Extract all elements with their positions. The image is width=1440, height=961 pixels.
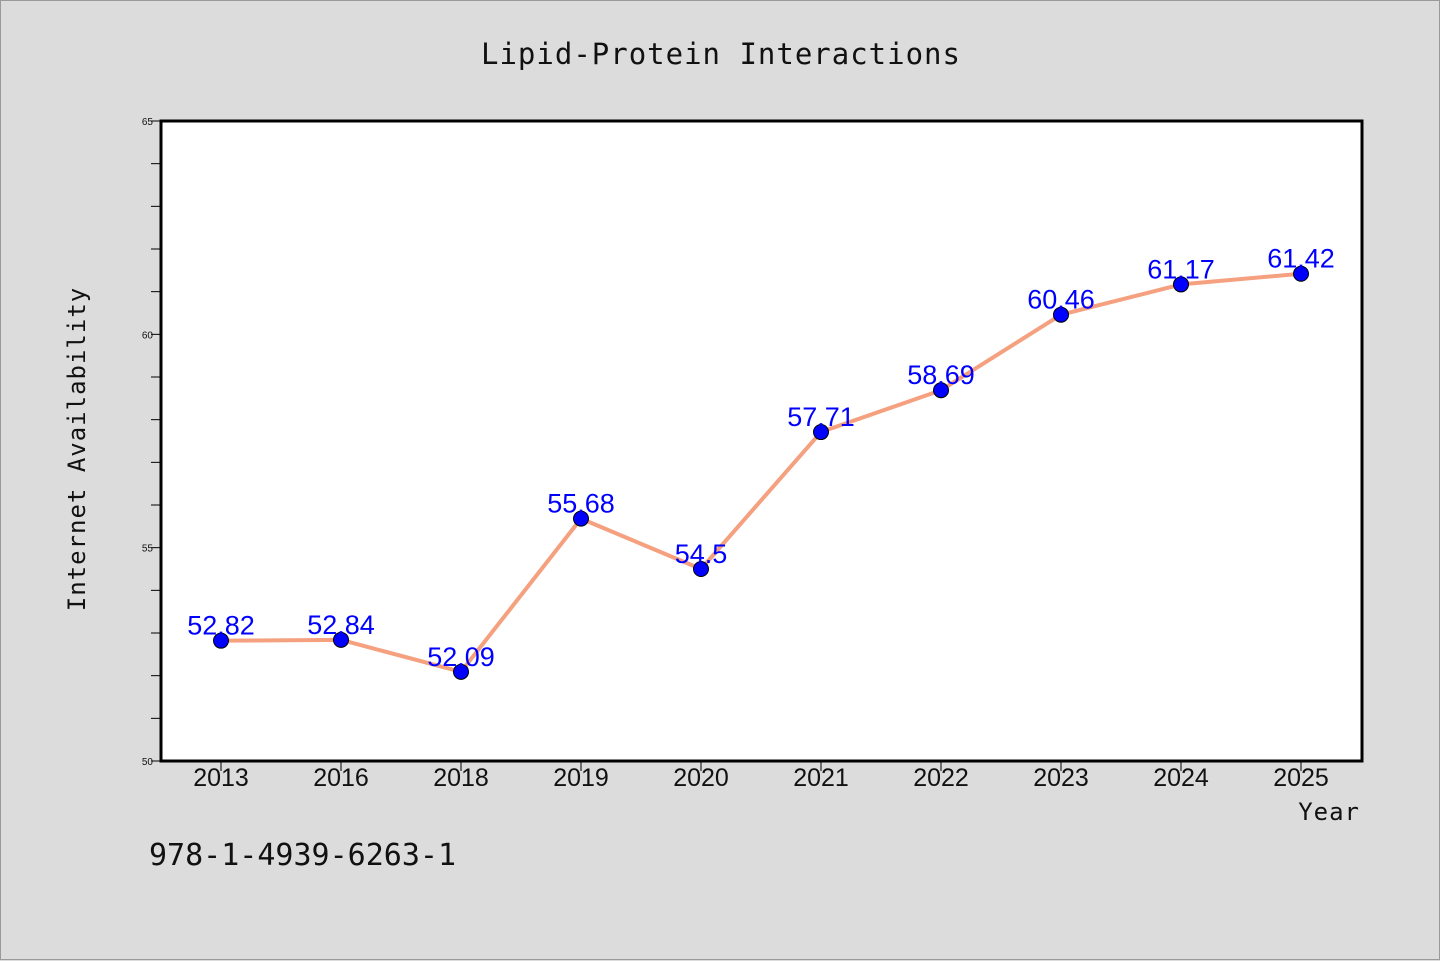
data-point xyxy=(453,663,469,680)
series-marker-group xyxy=(213,265,1309,680)
y-tick-label: 50 xyxy=(142,757,154,768)
y-axis: 50 55 60 65 xyxy=(142,117,161,768)
x-tick-label: 2018 xyxy=(433,764,489,792)
data-point xyxy=(813,424,829,441)
data-label: 61.42 xyxy=(1267,244,1335,274)
data-label: 52.09 xyxy=(427,642,495,672)
plot-area xyxy=(159,119,1364,763)
x-tick-label: 2013 xyxy=(193,764,249,792)
x-axis-label: Year xyxy=(1298,798,1360,826)
data-label: 55.68 xyxy=(547,489,615,519)
series-line xyxy=(219,271,1303,674)
x-tick-label: 2025 xyxy=(1273,764,1329,792)
footnote-isbn: 978-1-4939-6263-1 xyxy=(149,838,456,873)
x-tick-label: 2022 xyxy=(913,764,969,792)
x-axis: 2013 2016 2018 2019 2020 2021 2022 2023 2024 2025 xyxy=(193,761,1329,792)
data-point xyxy=(573,510,589,527)
data-point xyxy=(693,561,709,577)
x-tick-label: 2021 xyxy=(793,764,849,792)
data-label: 54.5 xyxy=(675,539,728,569)
data-label: 58.69 xyxy=(907,360,975,390)
x-tick-label: 2016 xyxy=(313,764,369,792)
data-label-group: 52.82 52.84 52.09 55.68 54.5 57.71 58.69 60.46 6… xyxy=(187,244,1335,672)
x-tick-label: 2023 xyxy=(1033,764,1089,792)
data-point xyxy=(1173,276,1189,293)
y-axis-label: Internet Availability xyxy=(63,287,91,611)
data-point xyxy=(213,632,229,649)
data-label: 60.46 xyxy=(1027,285,1095,315)
x-tick-label: 2024 xyxy=(1153,764,1209,792)
y-tick-label: 60 xyxy=(142,330,154,341)
data-label: 52.82 xyxy=(187,611,255,641)
data-label: 57.71 xyxy=(787,402,855,432)
data-point xyxy=(333,631,349,648)
y-tick-label: 55 xyxy=(142,544,154,555)
data-label: 52.84 xyxy=(307,610,375,640)
series-line-group xyxy=(219,271,1303,674)
data-point xyxy=(933,382,949,399)
y-tick-label: 65 xyxy=(142,117,154,128)
data-point xyxy=(1293,265,1309,282)
data-point xyxy=(1053,306,1069,323)
x-tick-label: 2020 xyxy=(673,764,729,792)
chart-title: Lipid-Protein Interactions xyxy=(481,37,961,71)
x-tick-label: 2019 xyxy=(553,764,609,792)
data-label: 61.17 xyxy=(1147,254,1215,284)
